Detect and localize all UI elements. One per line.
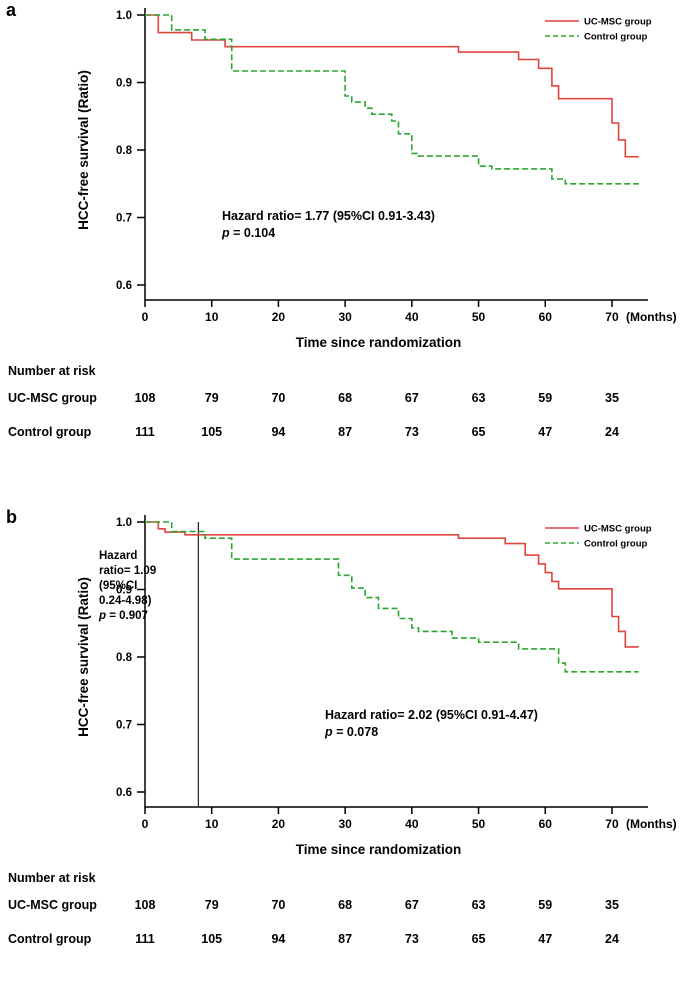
x-tick-label: 30 <box>338 310 352 324</box>
legend-label-uc-msc-group: UC-MSC group <box>584 524 652 535</box>
risk-count: 63 <box>471 898 486 912</box>
x-tick-label: 20 <box>272 310 286 324</box>
x-tick-label: 40 <box>405 310 419 324</box>
survival-curve-uc-msc-group <box>145 14 639 158</box>
risk-count: 59 <box>538 391 553 405</box>
figure: a 1.0 0.9 0.8 0.7 0.6 0 10 20 30 40 50 60 70 (Months)… <box>0 0 685 954</box>
risk-count: 108 <box>134 391 156 405</box>
annotation-1: Hazard ratio= 1.09 (95%CI 0.24-4.98) p = 0.9… <box>98 550 156 622</box>
risk-count: 111 <box>135 932 155 946</box>
risk-count: 94 <box>271 425 286 439</box>
x-tick-label: 50 <box>472 310 486 324</box>
x-tick-label: 50 <box>472 817 486 831</box>
risk-count: 68 <box>338 898 353 912</box>
legend-label-uc-msc-group: UC-MSC group <box>584 17 652 28</box>
risk-count: 59 <box>538 898 553 912</box>
risk-count: 73 <box>404 932 419 946</box>
risk-values-ucmsc: 108 79 70 68 67 63 59 35 <box>0 898 685 924</box>
risk-count: 108 <box>134 898 156 912</box>
risk-count: 67 <box>404 391 419 405</box>
panel-a: a 1.0 0.9 0.8 0.7 0.6 0 10 20 30 40 50 60 70 (Months)… <box>0 0 685 447</box>
risk-count: 35 <box>605 898 619 912</box>
y-tick-label: 0.7 <box>116 213 132 225</box>
risk-count: 70 <box>271 898 286 912</box>
risk-count: 105 <box>201 932 223 946</box>
risk-count: 47 <box>538 425 553 439</box>
risk-values-control: 111 105 94 87 73 65 47 24 <box>0 425 685 451</box>
risk-count: 87 <box>338 932 353 946</box>
survival-curve-uc-msc-group <box>145 521 639 648</box>
legend-label-control-group: Control group <box>584 32 648 43</box>
risk-row-label-ucmsc: UC-MSC group <box>8 391 97 405</box>
risk-count: 70 <box>271 391 286 405</box>
risk-count: 94 <box>271 932 286 946</box>
x-tick-label: 30 <box>338 817 352 831</box>
risk-count: 63 <box>471 391 486 405</box>
risk-count: 24 <box>605 932 619 946</box>
x-tick-label: 10 <box>205 817 219 831</box>
x-axis-title: Time since randomization <box>296 335 462 350</box>
y-tick-label: 0.9 <box>116 78 132 90</box>
x-tick-label: 10 <box>205 310 219 324</box>
y-tick-label: 0.6 <box>116 787 132 799</box>
x-tick-label: 0 <box>142 817 149 831</box>
number-at-risk-heading: Number at risk <box>8 871 96 885</box>
risk-count: 24 <box>605 425 619 439</box>
y-tick-label: 0.9 <box>116 585 132 597</box>
risk-count: 73 <box>404 425 419 439</box>
y-axis-title: HCC-free survival (Ratio) <box>76 577 91 737</box>
y-tick-label: 0.7 <box>116 720 132 732</box>
km-chart-a: 1.0 0.9 0.8 0.7 0.6 0 10 20 30 40 50 60 70 (Months) Ti… <box>76 8 677 350</box>
risk-values-control: 111 105 94 87 73 65 47 24 <box>0 932 685 958</box>
risk-count: 47 <box>538 932 553 946</box>
risk-count: 67 <box>404 898 419 912</box>
y-axis-title: HCC-free survival (Ratio) <box>76 70 91 230</box>
y-tick-label: 0.8 <box>116 652 133 664</box>
x-tick-label: 60 <box>539 817 553 831</box>
risk-row-ucmsc: UC-MSC group 108 79 70 68 67 63 59 35 <box>0 894 685 920</box>
x-tick-label: 40 <box>405 817 419 831</box>
risk-count: 79 <box>204 898 219 912</box>
legend-label-control-group: Control group <box>584 539 648 550</box>
panel-b-label: b <box>6 507 17 527</box>
x-tick-label: 70 <box>605 817 619 831</box>
annotation-1: Hazard ratio= 1.77 (95%CI 0.91-3.43) p = … <box>221 209 435 240</box>
annotation-2: Hazard ratio= 2.02 (95%CI 0.91-4.47) p = … <box>324 708 538 739</box>
risk-row-label-ucmsc: UC-MSC group <box>8 898 97 912</box>
risk-row-ucmsc: UC-MSC group 108 79 70 68 67 63 59 35 <box>0 387 685 413</box>
x-tick-label: 60 <box>539 310 553 324</box>
survival-curve-control-group <box>145 521 639 673</box>
panel-b: b 1.0 0.9 0.8 0.7 0.6 0 10 20 30 40 50 60 70 (Months)… <box>0 507 685 954</box>
risk-count: 111 <box>135 425 155 439</box>
risk-count: 65 <box>471 425 486 439</box>
x-axis-title: Time since randomization <box>296 842 462 857</box>
y-tick-label: 1.0 <box>116 10 132 22</box>
x-unit-label: (Months) <box>626 310 677 324</box>
risk-count: 87 <box>338 425 353 439</box>
x-unit-label: (Months) <box>626 817 677 831</box>
y-tick-label: 0.8 <box>116 145 133 157</box>
number-at-risk-heading: Number at risk <box>8 364 96 378</box>
panel-a-label: a <box>6 0 17 20</box>
x-tick-label: 20 <box>272 817 286 831</box>
risk-row-control: Control group 111 105 94 87 73 65 47 24 <box>0 421 685 447</box>
risk-row-label-control: Control group <box>8 932 92 946</box>
survival-curve-control-group <box>145 14 639 185</box>
risk-count: 68 <box>338 391 353 405</box>
km-chart-b: 1.0 0.9 0.8 0.7 0.6 0 10 20 30 40 50 60 70 (Months) Ti… <box>76 515 677 857</box>
risk-count: 105 <box>201 425 223 439</box>
y-tick-label: 0.6 <box>116 280 132 292</box>
risk-values-ucmsc: 108 79 70 68 67 63 59 35 <box>0 391 685 417</box>
risk-row-label-control: Control group <box>8 425 92 439</box>
x-tick-label: 70 <box>605 310 619 324</box>
risk-count: 79 <box>204 391 219 405</box>
x-tick-label: 0 <box>142 310 149 324</box>
risk-count: 65 <box>471 932 486 946</box>
risk-row-control: Control group 111 105 94 87 73 65 47 24 <box>0 928 685 954</box>
risk-count: 35 <box>605 391 619 405</box>
y-tick-label: 1.0 <box>116 517 132 529</box>
